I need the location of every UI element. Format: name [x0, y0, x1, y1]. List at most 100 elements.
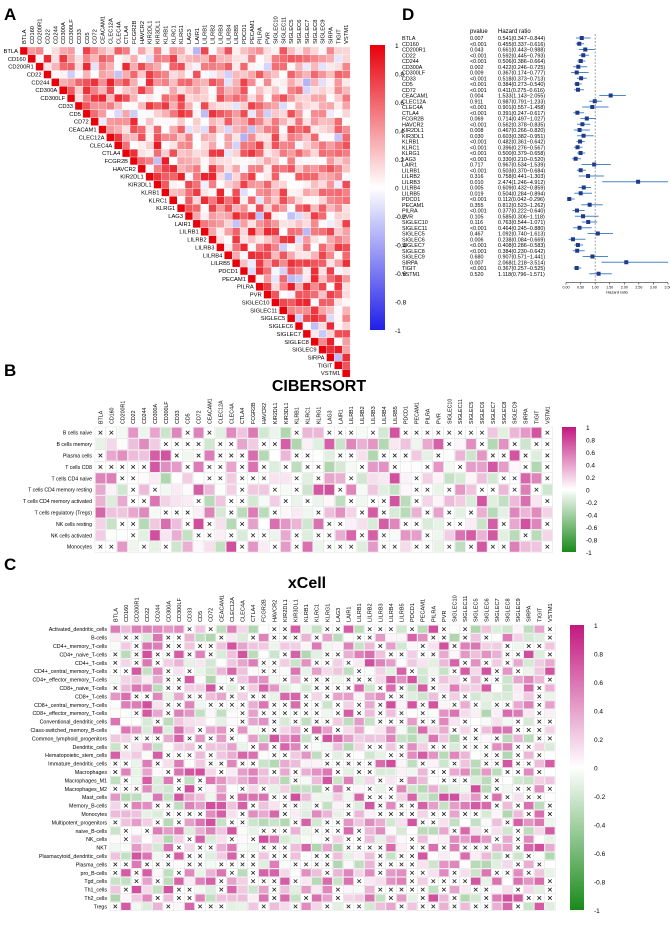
- cell: [153, 94, 162, 103]
- row-label-SIRPA: SIRPA: [308, 355, 325, 361]
- nonsignificant-mark: [349, 476, 354, 481]
- cell-fill: [471, 692, 481, 700]
- cell-fill: [477, 450, 487, 461]
- cell: [310, 211, 319, 221]
- cell-fill: [301, 802, 311, 810]
- nonsignificant-mark: [293, 769, 298, 775]
- cell: [239, 62, 249, 71]
- cell-fill: [386, 642, 396, 650]
- row-label-HAVCR2: HAVCR2: [113, 167, 136, 173]
- nonsignificant-mark: [325, 786, 330, 791]
- cell-fill: [502, 802, 513, 810]
- cell-fill: [121, 751, 131, 759]
- nonsignificant-mark: [484, 677, 489, 682]
- cell-fill: [534, 852, 544, 860]
- cell: [326, 235, 335, 244]
- cell: [200, 196, 209, 205]
- cell: [334, 282, 343, 291]
- cell-fill: [248, 659, 258, 667]
- cell-fill: [153, 768, 163, 776]
- nonsignificant-mark: [240, 702, 245, 707]
- forest-point: [578, 59, 583, 63]
- cell: [145, 172, 154, 181]
- col-label-CD200R1: CD200R1: [38, 19, 44, 44]
- cell: [98, 54, 107, 63]
- cell-fill: [237, 877, 248, 885]
- cell-fill: [216, 743, 226, 751]
- cell-fill: [171, 473, 182, 484]
- nonsignificant-mark: [250, 476, 256, 481]
- cell: [263, 204, 272, 213]
- row-label-SIGLEC6: SIGLEC6: [269, 324, 294, 330]
- cell: [137, 78, 146, 87]
- cell-fill: [227, 785, 237, 793]
- cell-fill: [106, 484, 117, 495]
- cell-fill: [422, 473, 433, 484]
- col-label-VSTM1: VSTM1: [548, 603, 554, 622]
- cell: [263, 46, 272, 56]
- cell-fill: [346, 518, 356, 529]
- cell: [247, 266, 256, 276]
- cell: [263, 251, 272, 260]
- nonsignificant-mark: [176, 702, 181, 707]
- nonsignificant-mark: [240, 476, 245, 481]
- cell-fill: [259, 860, 269, 868]
- cell-fill: [206, 776, 216, 784]
- cell-fill: [354, 751, 364, 759]
- cell: [310, 78, 319, 87]
- cell: [287, 54, 296, 63]
- cell-fill: [313, 427, 324, 438]
- cell-fill: [312, 793, 322, 801]
- cell-fill: [481, 650, 491, 658]
- nonsignificant-mark: [399, 811, 404, 817]
- nonsignificant-mark: [367, 769, 372, 775]
- cell-fill: [121, 642, 131, 650]
- cell-fill: [302, 541, 313, 552]
- cell: [216, 188, 225, 197]
- cell: [326, 274, 335, 283]
- cell: [310, 219, 319, 228]
- row-label-CD33: CD33: [58, 104, 73, 110]
- cell: [326, 227, 335, 236]
- cell: [310, 329, 319, 338]
- cell-fill: [492, 659, 502, 667]
- cell-fill: [513, 810, 523, 818]
- cell-fill: [215, 530, 226, 541]
- cell-fill: [301, 718, 311, 726]
- cell: [263, 227, 272, 236]
- cell-fill: [407, 701, 417, 709]
- cell: [279, 282, 288, 291]
- cell-fill: [502, 860, 513, 868]
- nonsignificant-mark: [490, 453, 495, 458]
- col-label-SIGLEC5: SIGLEC5: [474, 598, 480, 622]
- nonsignificant-mark: [314, 702, 319, 707]
- cell-fill: [333, 869, 343, 877]
- cell-fill: [227, 650, 237, 658]
- cell-fill: [471, 785, 481, 793]
- cell-fill: [290, 692, 301, 700]
- nonsignificant-mark: [166, 811, 171, 817]
- cell-fill: [312, 835, 322, 843]
- cell-fill: [400, 507, 411, 518]
- cell-fill: [195, 877, 205, 885]
- cell: [177, 204, 186, 213]
- cell-fill: [206, 827, 216, 835]
- cell: [153, 180, 162, 189]
- cell-fill: [128, 541, 138, 552]
- cell: [334, 62, 343, 71]
- cell-fill: [375, 726, 385, 734]
- cell-fill: [343, 743, 354, 751]
- cell-fill: [375, 785, 385, 793]
- cell-fill: [226, 461, 237, 472]
- cell-fill: [418, 743, 428, 751]
- cell-fill: [206, 634, 216, 642]
- cell: [200, 62, 209, 71]
- cell: [177, 78, 186, 87]
- row-label: Plasmacytoid_dendritic_cells: [39, 854, 107, 860]
- cell-fill: [280, 768, 290, 776]
- row-label: T cells CD4 naive: [51, 476, 92, 482]
- cell: [247, 156, 256, 166]
- cell: [153, 164, 162, 173]
- cell-fill: [290, 726, 301, 734]
- cell: [200, 211, 209, 221]
